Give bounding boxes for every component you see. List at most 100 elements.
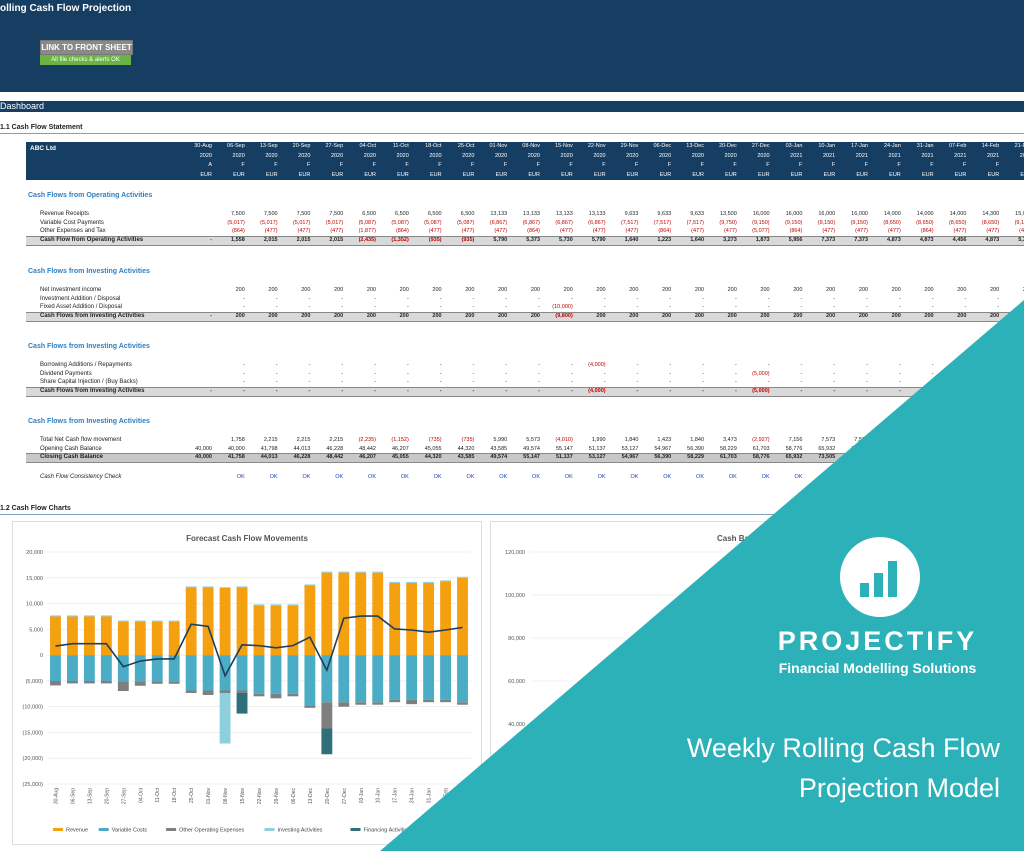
block-title: Cash Flows from Investing Activities [28, 418, 150, 425]
table-cell: - [242, 379, 245, 385]
table-cell: 13,133 [490, 211, 508, 217]
total-cell: - [242, 387, 245, 394]
column-header-year: 2021 [921, 152, 934, 159]
total-cell: 200 [629, 312, 639, 319]
bar-segment [287, 604, 299, 606]
bar-segment [236, 692, 248, 714]
column-header-date: 01-Nov [489, 143, 508, 149]
table-cell: 53,127 [621, 445, 639, 452]
table-cell: (9,150) [817, 219, 836, 226]
table-cell: (5,087) [358, 219, 376, 226]
bar-segment [355, 571, 367, 573]
brand-name: PROJECTIFY [777, 626, 978, 656]
table-cell: (6,867) [555, 219, 573, 226]
total-cell: 49,574 [490, 454, 508, 460]
table-cell: 200 [826, 287, 836, 293]
table-cell: 1,423 [657, 437, 672, 443]
table-cell: - [702, 379, 704, 385]
bar-segment [100, 655, 112, 681]
table-cell: - [406, 362, 409, 368]
total-cell: - [406, 387, 409, 394]
total-cell: 5,730 [559, 236, 573, 243]
bar-segment [287, 605, 299, 656]
table-cell: 14,000 [883, 211, 901, 217]
table-cell: - [374, 304, 376, 310]
column-header-year: 2020 [265, 152, 278, 159]
table-cell: 6,500 [362, 211, 376, 217]
bar-segment [67, 680, 78, 684]
table-cell: - [603, 295, 606, 302]
check-ok-cell: OK [466, 474, 475, 480]
table-cell: 9,633 [624, 211, 639, 217]
total-cell: 5,956 [788, 236, 803, 243]
table-cell: 14,000 [916, 211, 934, 217]
column-header-flag: F [339, 162, 344, 168]
table-cell: - [800, 370, 803, 377]
bar-segment [338, 702, 350, 707]
table-cell: - [964, 295, 967, 302]
table-cell: - [931, 362, 934, 368]
table-cell: 200 [629, 287, 639, 293]
y-tick-label: (15,000) [23, 730, 44, 736]
column-header-cur: EUR [331, 171, 344, 178]
legend-swatch [264, 828, 275, 831]
total-cell: - [866, 387, 868, 394]
row-label: Investment Addition / Disposal [40, 295, 121, 302]
total-cell: 1,873 [755, 236, 770, 243]
column-header-date: 22-Nov [587, 143, 606, 149]
table-cell: 56,390 [687, 445, 704, 452]
table-cell: (477) [264, 228, 278, 234]
table-cell: - [702, 304, 704, 310]
table-cell: - [997, 379, 1000, 385]
table-cell: 58,776 [785, 445, 803, 452]
row-label: Variable Cost Payments [40, 219, 104, 226]
column-header-flag: F [503, 162, 508, 168]
column-header-cur: EUR [659, 171, 672, 178]
bar-segment [321, 655, 333, 703]
total-cell: (935) [428, 236, 442, 243]
link-front-sheet-button[interactable]: LINK TO FRONT SHEET [40, 40, 133, 55]
table-cell: (477) [297, 228, 311, 234]
column-header-flag: F [438, 162, 442, 168]
total-cell: 200 [727, 312, 737, 319]
table-cell: - [242, 370, 245, 377]
check-ok-cell: OK [827, 474, 836, 480]
total-row-label: Cash Flows from Investing Activities [40, 387, 145, 394]
column-header-cur: EUR [593, 171, 606, 178]
bar-segment [151, 655, 163, 682]
dashboard-bar: Dashboard [0, 101, 1024, 112]
bar-segment [440, 655, 451, 700]
total-cell: 53,127 [588, 454, 606, 460]
column-header-cur: EUR [626, 171, 639, 178]
table-cell: - [439, 362, 442, 368]
bar-segment [423, 582, 435, 656]
table-cell: - [669, 362, 672, 368]
table-cell: (9,150) [850, 219, 868, 226]
x-tick-label: 20-Dec [325, 788, 331, 805]
table-cell: 200 [760, 287, 770, 293]
table-cell: - [603, 379, 606, 385]
bar-segment [304, 584, 316, 586]
table-cell: - [275, 304, 278, 310]
bar-segment [117, 620, 129, 622]
bar-segment [321, 728, 333, 755]
table-cell: 44,013 [293, 445, 311, 452]
column-header-flag: F [274, 162, 278, 168]
bar-segment [219, 655, 231, 691]
table-cell: (7,517) [620, 219, 639, 226]
table-cell: (8,650) [948, 219, 967, 226]
x-tick-label: 08-Nov [223, 788, 229, 805]
x-tick-label: 22-Nov [257, 788, 263, 805]
table-cell: 5,990 [493, 437, 508, 443]
column-header-cur: EUR [987, 171, 1000, 178]
table-cell: 200 [1002, 287, 1024, 293]
bar-segment [457, 576, 468, 578]
bar-segment [219, 692, 231, 744]
table-cell: 1,840 [690, 437, 704, 443]
table-cell: - [308, 379, 311, 385]
total-row-label: Cash Flows from Investing Activities [40, 312, 145, 319]
column-header-date: 27-Sep [325, 143, 344, 149]
legend-swatch [350, 828, 361, 831]
table-cell: (2,235) [358, 437, 376, 443]
table-cell: - [636, 379, 639, 385]
